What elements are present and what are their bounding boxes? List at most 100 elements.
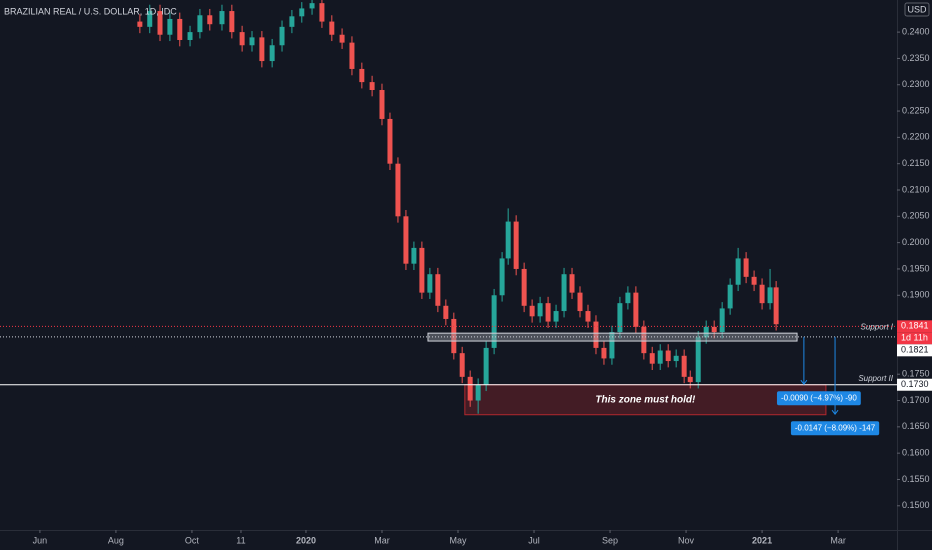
- candle-body: [289, 16, 295, 27]
- candle-body: [435, 274, 441, 306]
- support-label: Support II: [858, 374, 893, 383]
- price-label: 0.1841: [901, 321, 929, 331]
- support-label: Support I: [861, 322, 894, 331]
- x-tick-label: Jun: [33, 535, 48, 545]
- candle-body: [561, 274, 567, 312]
- x-tick-label: Oct: [185, 535, 200, 545]
- y-tick-label: 0.2300: [902, 79, 930, 89]
- x-tick-label: Nov: [678, 535, 695, 545]
- candle-body: [339, 34, 345, 43]
- candle-body: [569, 274, 575, 293]
- candle-body: [269, 45, 275, 62]
- measure-box: [776, 391, 861, 406]
- candle-body: [177, 18, 183, 40]
- candle-body: [743, 258, 749, 277]
- candle-body: [491, 295, 497, 348]
- candle-body: [369, 82, 375, 90]
- candle-body: [475, 384, 481, 401]
- candle-body: [403, 216, 409, 264]
- measure-label: -0.0090 (−4.97%) -90: [781, 393, 857, 402]
- candle-body: [395, 163, 401, 217]
- candle-body: [617, 303, 623, 333]
- candle-body: [157, 11, 163, 35]
- price-label-box: [897, 320, 932, 333]
- y-tick-label: 0.2000: [902, 237, 930, 247]
- candle-body: [521, 268, 527, 306]
- candle-body: [703, 326, 709, 338]
- candle-body: [379, 90, 385, 119]
- x-tick-label: Mar: [374, 535, 390, 545]
- candle-body: [711, 326, 717, 333]
- candle-body: [513, 221, 519, 269]
- candle-body: [735, 258, 741, 285]
- candle-body: [759, 284, 765, 304]
- candle-body: [359, 68, 365, 83]
- candle-body: [427, 274, 433, 293]
- candle-body: [657, 350, 663, 364]
- x-tick-label: 2021: [752, 535, 772, 545]
- candle-body: [593, 321, 599, 348]
- candle-body: [459, 353, 465, 377]
- candle-body: [219, 11, 225, 25]
- candle-body: [633, 292, 639, 327]
- candle-body: [299, 8, 305, 17]
- candle-body: [553, 311, 559, 322]
- candle-body: [625, 292, 631, 304]
- candle-body: [259, 37, 265, 62]
- y-tick-label: 0.2200: [902, 132, 930, 142]
- candle-body: [751, 276, 757, 285]
- x-tick-label: Sep: [602, 535, 618, 545]
- candle-body: [767, 287, 773, 304]
- x-tick-label: Mar: [830, 535, 846, 545]
- candle-body: [467, 376, 473, 401]
- y-tick-label: 0.1600: [902, 448, 930, 458]
- currency-box[interactable]: [904, 2, 930, 17]
- candle-body: [537, 303, 543, 317]
- candle-body: [419, 247, 425, 293]
- candle-body: [499, 258, 505, 296]
- candle-body: [411, 247, 417, 264]
- candle-body: [147, 11, 153, 27]
- countdown-box: [897, 332, 932, 345]
- measure-arrow: [800, 379, 808, 386]
- candle-body: [319, 3, 325, 22]
- candle-body: [719, 308, 725, 333]
- candle-body: [609, 332, 615, 359]
- candle-body: [773, 287, 779, 325]
- currency[interactable]: USD: [907, 4, 927, 14]
- x-tick-label: Jul: [528, 535, 540, 545]
- x-tick-label: Aug: [108, 535, 124, 545]
- candle-body: [695, 337, 701, 383]
- candle-body: [577, 292, 583, 312]
- candle-body: [649, 353, 655, 364]
- candle-body: [641, 326, 647, 354]
- price-label: 0.1730: [901, 379, 929, 389]
- candle-body: [229, 11, 235, 33]
- candle-body: [545, 303, 551, 322]
- y-tick-label: 0.2150: [902, 158, 930, 168]
- countdown: 1d 11h: [901, 333, 928, 343]
- x-tick-label: 11: [236, 535, 245, 545]
- y-tick-label: 0.1550: [902, 474, 930, 484]
- y-tick-label: 0.1750: [902, 369, 930, 379]
- candle-body: [187, 32, 193, 40]
- y-tick-label: 0.1700: [902, 395, 930, 405]
- y-tick-label: 0.2250: [902, 105, 930, 115]
- candle-body: [279, 26, 285, 46]
- candle-body: [681, 355, 687, 377]
- candle-body: [601, 347, 607, 359]
- candle-body: [727, 284, 733, 309]
- candle-body: [137, 21, 143, 27]
- y-tick-label: 0.1650: [902, 421, 930, 431]
- candle-body: [329, 21, 335, 35]
- hold-zone-label: This zone must hold!: [595, 394, 696, 405]
- hold-zone: [464, 384, 827, 416]
- measure-label: -0.0147 (−8.09%) -147: [795, 423, 876, 432]
- candle-body: [239, 32, 245, 46]
- candle-body: [665, 350, 671, 362]
- candle-body: [443, 305, 449, 319]
- candle-body: [687, 376, 693, 383]
- candle-body: [309, 3, 315, 9]
